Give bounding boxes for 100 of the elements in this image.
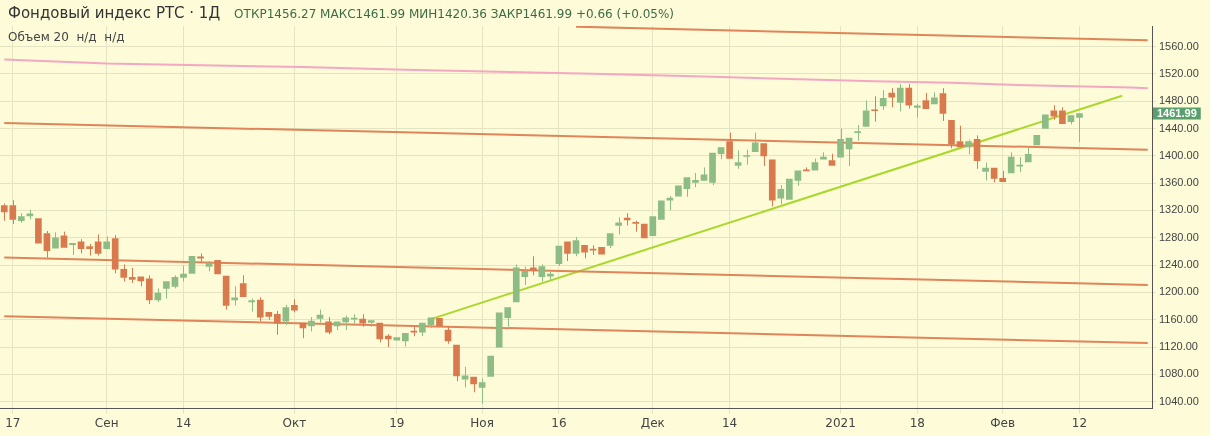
text: 1461.99 [1157,106,1197,119]
candlestick [308,316,315,332]
candlestick [1076,113,1083,143]
annotation: Объем 20 н/д н/д [8,30,125,45]
candlestick [751,132,759,153]
candlestick [163,281,170,300]
candlestick [188,255,196,274]
candlestick [709,152,716,186]
candlestick [1059,106,1066,125]
candlestick [487,355,494,377]
candlestick [222,275,230,311]
candlestick [239,274,247,297]
candlestick [717,147,725,160]
candlestick [393,337,401,341]
y-tick-label: 1160.00 [1159,312,1198,325]
x-tick-label: 18 [909,415,925,430]
candlestick [658,200,665,220]
candlestick [1050,104,1058,121]
candlestick [461,366,469,388]
x-tick-label: 17 [5,415,21,430]
candlestick [675,185,682,197]
candlestick [879,89,887,111]
candlestick [1033,134,1041,146]
y-tick-label: 1320.00 [1159,203,1199,216]
candlestick [905,83,913,110]
x-tick-label: 16 [551,415,567,430]
y-tick-label: 1040.00 [1159,394,1199,407]
candlestick [86,243,93,257]
candlestick [615,216,622,235]
candlestick [291,298,298,313]
y-tick-label: 1480.00 [1159,94,1199,107]
candlestick [180,265,187,283]
x-tick-label: 14 [721,415,738,430]
candlestick [214,260,221,275]
candlestick [768,159,776,207]
candlestick [478,378,486,405]
x-tick-label: 12 [1071,415,1088,430]
candlestick [436,318,443,327]
candlestick [854,124,861,142]
candlestick [342,315,349,331]
y-tick-label: 1520.00 [1159,66,1199,79]
y-tick-label: 1360.00 [1159,176,1199,189]
candlestick [777,184,785,205]
candlestick [786,178,793,200]
candlestick [60,231,68,248]
candlestick [828,153,836,166]
x-tick-label: Ноя [470,415,494,430]
x-tick-label: 14 [175,415,192,430]
candlestick [939,87,947,122]
candlestick [453,344,460,382]
candlestick [871,95,878,123]
candlestick [734,149,742,170]
candlestick [402,333,409,347]
candlestick [683,177,691,198]
x-tick-label: Сен [94,415,119,430]
candlestick [692,172,699,188]
x-tick-label: Дек [640,415,665,430]
y-tick-label: 1560.00 [1159,39,1199,52]
y-tick-label: 1440.00 [1159,121,1199,134]
x-tick-label: Окт [282,415,307,430]
candlestick [820,151,827,160]
candlestick [52,231,59,249]
candlestick [427,317,435,329]
x-tick-label: Фев [990,415,1016,430]
candlestick [598,247,605,255]
y-tick-label: 1120.00 [1159,340,1198,353]
candlestick [419,322,426,337]
candlestick [572,236,580,257]
candlestick [837,127,844,158]
candlestick [862,99,870,127]
candlestick [146,274,153,305]
y-tick-label: 1280.00 [1159,230,1199,243]
candlestick [649,216,657,237]
candlestick [931,91,938,105]
x-tick-label: 19 [389,415,405,430]
chart-subtitle: ОТКР1456.27 МАКС1461.99 МИН1420.36 ЗАКР1461.99 +0.66 (+0.05%) [234,7,675,22]
x-tick-label: 2021 [825,415,856,430]
candlestick [914,103,921,119]
candlestick [18,212,25,224]
candlestick [896,83,904,112]
candlestick [69,242,76,256]
candlestick [470,376,477,393]
y-tick-label: 1240.00 [1159,258,1199,271]
candlestick [171,274,179,289]
candlestick [35,218,42,244]
candlestick [1042,114,1049,129]
candlestick [632,220,640,233]
candlestick [538,263,546,283]
candlestick [965,138,972,155]
candlestick [248,298,256,313]
candlestick [640,223,648,239]
candlestick [103,235,110,250]
candlestick [384,333,392,348]
y-tick-label: 1400.00 [1159,148,1199,161]
candlestick [367,320,375,328]
candlestick [581,244,588,259]
y-tick-label: 1080.00 [1159,367,1199,380]
y-tick-label: 1200.00 [1159,285,1199,298]
candlestick [666,195,674,211]
candlestick [743,149,750,166]
